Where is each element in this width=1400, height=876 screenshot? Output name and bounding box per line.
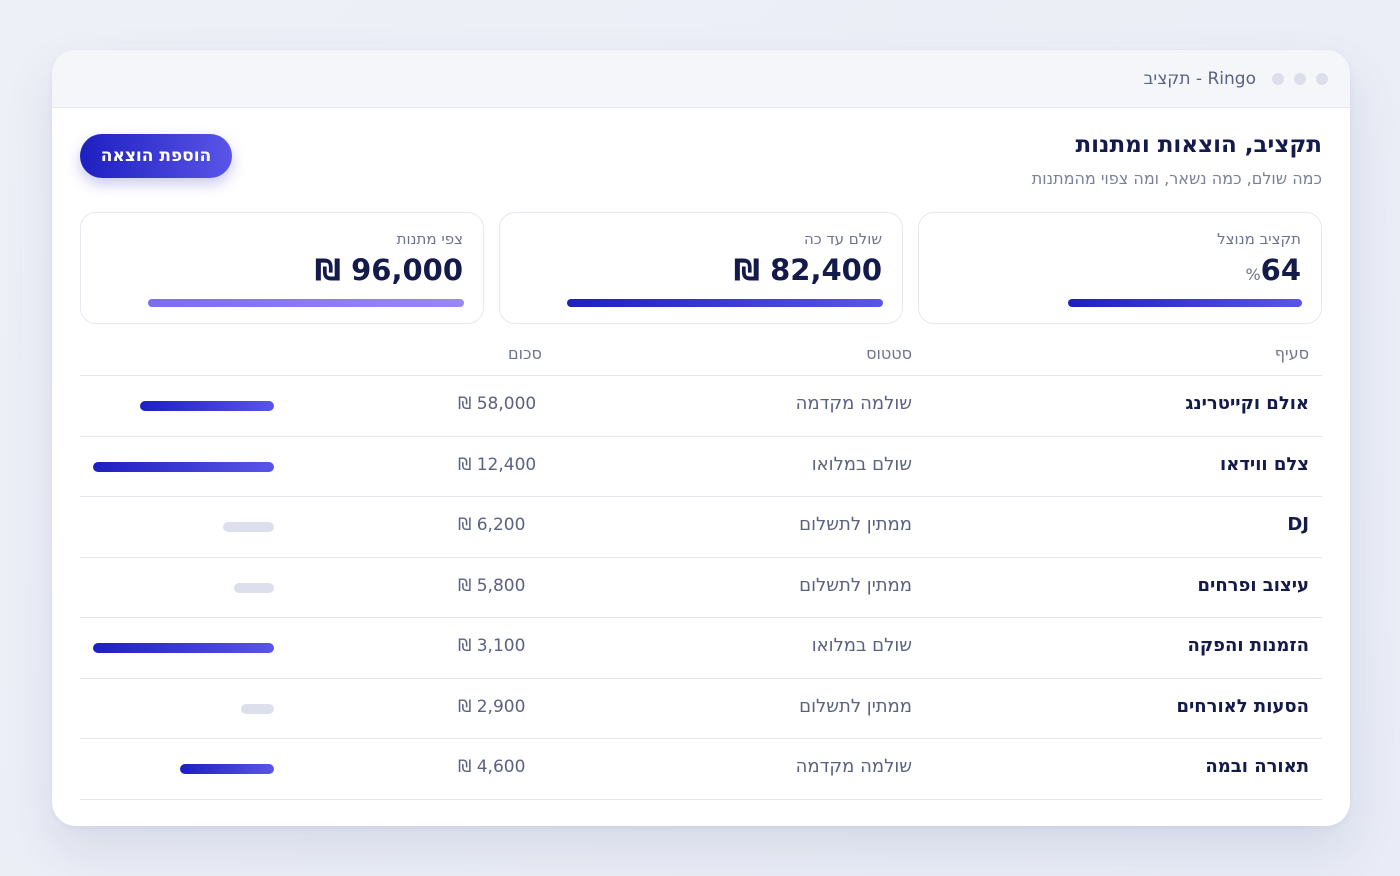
row-item-name: DJ — [1287, 514, 1309, 535]
header-amount[interactable]: סכום — [508, 344, 542, 363]
row-progress-fill — [241, 703, 274, 714]
budget-used-card: תקציב מנוצל %64 — [918, 212, 1322, 324]
add-expense-button[interactable]: הוספת הוצאה — [80, 134, 232, 178]
title-bar: Ringo - תקציב — [52, 50, 1350, 108]
row-amount: ₪ 5,800 — [458, 575, 526, 596]
paid-so-far-value: ₪ 82,400 — [733, 253, 882, 287]
row-progress-fill — [93, 643, 274, 653]
row-progress-fill — [180, 764, 274, 774]
row-amount: ₪ 3,100 — [458, 636, 526, 656]
table-row[interactable]: הסעות לאורחים ממתין לתשלום ₪ 2,900 — [80, 679, 1322, 739]
expenses-table: סעיף סטטוס סכום אולם וקייטרינג שולמה מקדמ… — [80, 336, 1322, 800]
row-amount: ₪ 58,000 — [458, 394, 537, 414]
row-progress-bar — [80, 522, 274, 532]
row-progress-bar — [80, 703, 274, 714]
card-label: שולם עד כה — [803, 230, 882, 248]
row-progress-fill — [223, 522, 274, 532]
row-status: ממתין לתשלום — [799, 574, 912, 596]
row-item-name: אולם וקייטרינג — [1185, 393, 1309, 414]
table-row[interactable]: DJ ממתין לתשלום ₪ 6,200 — [80, 497, 1322, 558]
row-item-name: צלם ווידאו — [1220, 453, 1309, 475]
table-row[interactable]: אולם וקייטרינג שולמה מקדמה ₪ 58,000 — [80, 376, 1322, 437]
row-item-name: עיצוב ופרחים — [1197, 574, 1309, 596]
card-value: %64 — [1243, 253, 1301, 287]
table-header: סעיף סטטוס סכום — [80, 336, 1322, 376]
row-status: שולם במלואו — [811, 453, 912, 475]
paid-so-far-card: שולם עד כה ₪ 82,400 — [499, 212, 903, 324]
row-status: ממתין לתשלום — [799, 695, 912, 717]
row-status: שולם במלואו — [811, 635, 912, 656]
table-row[interactable]: עיצוב ופרחים ממתין לתשלום ₪ 5,800 — [80, 558, 1322, 618]
window-title: Ringo - תקציב — [1143, 68, 1256, 89]
row-progress-bar — [80, 582, 274, 593]
table-body: אולם וקייטרינג שולמה מקדמה ₪ 58,000 צלם ווי… — [80, 376, 1322, 800]
percent-unit: % — [1245, 265, 1261, 284]
paid-progress-bar — [567, 299, 883, 307]
table-row[interactable]: הזמנות והפקה שולם במלואו ₪ 3,100 — [80, 618, 1322, 679]
table-row[interactable]: צלם ווידאו שולם במלואו ₪ 12,400 — [80, 437, 1322, 497]
header-status[interactable]: סטטוס — [866, 344, 912, 363]
card-label: צפי מתנות — [396, 230, 463, 248]
row-status: שולמה מקדמה — [795, 393, 912, 414]
window-dot-icon[interactable] — [1316, 72, 1328, 85]
row-progress-bar — [80, 401, 274, 411]
header-item[interactable]: סעיף — [1274, 344, 1309, 363]
row-status: ממתין לתשלום — [799, 514, 912, 535]
row-progress-fill — [234, 582, 274, 593]
window-controls — [1272, 72, 1328, 85]
row-progress-fill — [93, 461, 274, 472]
window-dot-icon[interactable] — [1294, 72, 1306, 85]
row-progress-bar — [80, 764, 274, 774]
row-status: שולמה מקדמה — [795, 756, 912, 777]
page-title: תקציב, הוצאות ומתנות — [1075, 132, 1322, 158]
page-subtitle: כמה שולם, כמה נשאר, ומה צפוי מהמתנות — [1031, 169, 1322, 188]
summary-cards: תקציב מנוצל %64 שולם עד כה ₪ 82,400 צפי … — [80, 212, 1322, 324]
gifts-progress-bar — [148, 299, 464, 307]
row-item-name: הסעות לאורחים — [1176, 695, 1309, 717]
card-label: תקציב מנוצל — [1217, 230, 1301, 248]
row-amount: ₪ 4,600 — [458, 757, 526, 777]
row-progress-fill — [140, 401, 274, 411]
budget-used-progress-bar — [1068, 299, 1302, 307]
app-window: Ringo - תקציב תקציב, הוצאות ומתנות כמה ש… — [52, 50, 1350, 826]
window-dot-icon[interactable] — [1272, 72, 1284, 85]
table-row[interactable]: תאורה ובמה שולמה מקדמה ₪ 4,600 — [80, 739, 1322, 800]
row-amount: ₪ 2,900 — [458, 696, 526, 717]
gifts-forecast-card: צפי מתנות ₪ 96,000 — [80, 212, 484, 324]
row-progress-bar — [80, 643, 274, 653]
row-item-name: תאורה ובמה — [1205, 756, 1309, 777]
gifts-forecast-value: ₪ 96,000 — [314, 253, 463, 287]
row-item-name: הזמנות והפקה — [1187, 635, 1310, 656]
row-amount: ₪ 12,400 — [458, 454, 537, 475]
row-amount: ₪ 6,200 — [458, 515, 526, 535]
row-progress-bar — [80, 461, 274, 472]
budget-used-value: 64 — [1260, 253, 1301, 287]
